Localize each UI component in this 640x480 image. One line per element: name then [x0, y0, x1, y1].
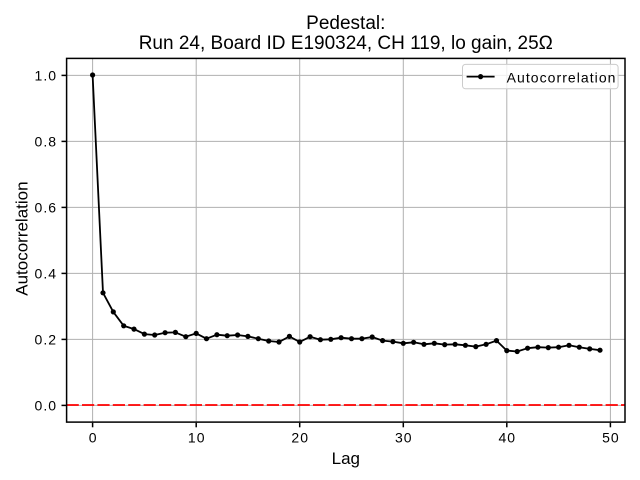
- svg-text:0.4: 0.4: [35, 265, 57, 281]
- svg-text:0.6: 0.6: [35, 199, 57, 215]
- svg-text:40: 40: [499, 429, 517, 445]
- svg-text:1.0: 1.0: [35, 67, 57, 83]
- svg-text:Run 24, Board ID E190324, CH 1: Run 24, Board ID E190324, CH 119, lo gai…: [139, 33, 553, 54]
- svg-text:30: 30: [395, 429, 413, 445]
- svg-text:0.8: 0.8: [35, 133, 57, 149]
- svg-text:Autocorrelation: Autocorrelation: [507, 70, 617, 86]
- svg-text:Pedestal:: Pedestal:: [306, 13, 385, 34]
- svg-text:20: 20: [291, 429, 309, 445]
- svg-text:0.0: 0.0: [35, 397, 57, 413]
- svg-text:Lag: Lag: [332, 449, 360, 468]
- svg-text:0.2: 0.2: [35, 331, 57, 347]
- svg-text:10: 10: [188, 429, 206, 445]
- svg-text:0: 0: [89, 429, 98, 445]
- svg-text:50: 50: [602, 429, 620, 445]
- svg-text:Autocorrelation: Autocorrelation: [13, 181, 32, 295]
